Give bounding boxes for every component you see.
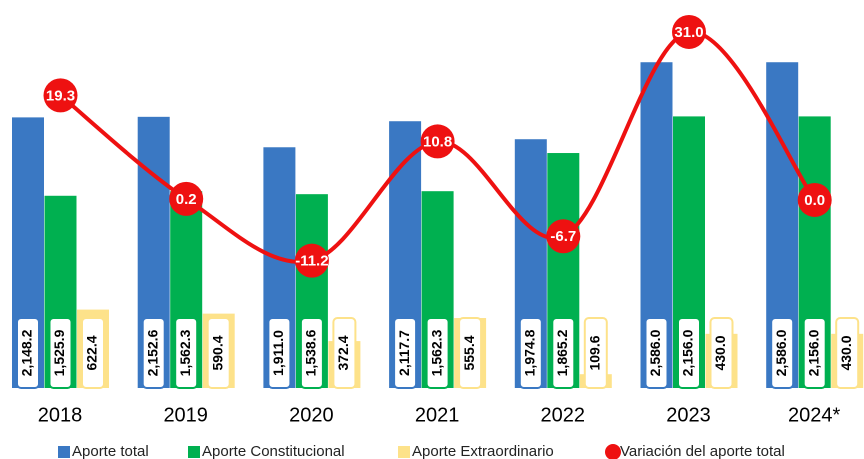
value-label: 2,152.6 [141,317,166,389]
value-label: 622.4 [81,317,105,389]
line-marker [672,14,706,49]
value-label-box [267,317,292,389]
legend-label: Aporte Extraordinario [412,443,554,459]
value-label-box [206,317,231,389]
line-value-label: 0.2 [176,191,197,208]
line-marker [294,243,329,278]
legend-marker [188,446,200,458]
value-label-box [332,317,357,389]
value-label-text: 1,562.3 [428,329,444,376]
value-label-text: 1,974.8 [522,329,538,376]
value-label-text: 1,911.0 [270,330,286,376]
line-marker [420,124,455,159]
value-label-box [16,317,40,389]
line-value-label: 10.8 [423,133,452,150]
line-value-label: 31.0 [674,24,703,41]
line-marker [169,181,204,216]
line-marker [43,78,78,113]
value-label: 430.0 [835,317,860,389]
line-marker [797,182,832,217]
value-label-box [677,317,701,389]
value-label-box [709,317,734,389]
value-label-box [802,317,827,389]
value-label-text: 1,865.2 [554,329,570,376]
value-label: 2,117.7 [393,317,418,389]
x-tick-label: 2018 [38,404,83,426]
value-label-box [458,317,483,389]
value-label: 1,865.2 [551,317,576,389]
x-tick-label: 2020 [289,404,334,426]
value-label-text: 2,156.0 [680,329,696,376]
x-tick-label: 2024* [788,404,840,426]
value-label-text: 1,562.3 [177,329,193,376]
value-label-text: 2,586.0 [647,329,663,376]
value-label: 430.0 [709,317,734,389]
value-label-box [393,317,418,389]
value-label-box [81,317,105,389]
value-label-box [425,317,450,389]
value-label-text: 109.6 [587,335,603,370]
value-label-text: 2,117.7 [396,330,412,376]
value-label-box [518,317,543,389]
value-label-text: 372.4 [335,335,351,370]
value-label: 2,156.0 [677,317,701,389]
value-label-text: 2,152.6 [144,329,160,376]
value-label-box [299,317,324,389]
value-label-box [583,317,608,389]
value-label: 555.4 [458,317,483,389]
line-value-label: 19.3 [46,87,75,104]
legend-marker [58,446,70,458]
value-label: 1,525.9 [48,317,73,389]
x-tick-label: 2022 [541,404,586,426]
line-value-label: 0.0 [804,192,825,209]
value-label-text: 1,538.6 [303,329,319,376]
value-label: 1,538.6 [299,317,324,389]
value-label: 1,562.3 [425,317,450,389]
line-value-label: -11.2 [295,253,328,270]
value-label: 1,562.3 [174,317,199,389]
value-label-text: 2,586.0 [773,329,789,376]
value-label-box [174,317,199,389]
legend-label: Variación del aporte total [620,443,785,459]
value-label: 109.6 [583,317,608,389]
value-label: 590.4 [206,317,231,389]
value-label-text: 1,525.9 [51,329,67,376]
legend-marker [605,444,621,459]
value-label: 2,586.0 [644,317,669,389]
value-label-box [770,317,795,389]
value-label: 2,156.0 [802,317,827,389]
value-label: 1,974.8 [518,317,543,389]
value-label-box [551,317,576,389]
x-tick-label: 2021 [415,404,460,426]
value-label-box [48,317,73,389]
value-label: 2,148.2 [16,317,40,389]
value-label-text: 430.0 [838,335,854,370]
legend-marker [398,446,410,458]
x-tick-label: 2023 [666,404,711,426]
value-label: 2,586.0 [770,317,795,389]
value-label: 372.4 [332,317,357,389]
x-tick-label: 2019 [163,404,208,426]
value-label-text: 590.4 [209,335,225,370]
value-label-box [141,317,166,389]
value-label-text: 622.4 [84,335,100,370]
value-label-text: 2,148.2 [19,329,35,376]
legend-label: Aporte Constitucional [202,443,345,459]
line-marker [546,219,581,254]
value-label: 1,911.0 [267,317,292,389]
value-label-text: 430.0 [712,335,728,370]
value-label-text: 2,156.0 [805,329,821,376]
line-value-label: -6.7 [550,228,576,245]
value-label-text: 555.4 [461,335,477,370]
legend-label: Aporte total [72,443,149,459]
value-label-box [835,317,860,389]
value-label-box [644,317,669,389]
